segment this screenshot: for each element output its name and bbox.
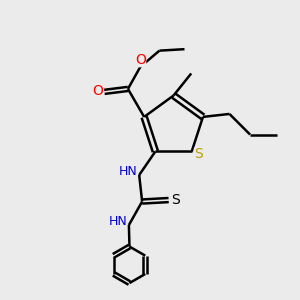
- Text: HN: HN: [118, 165, 137, 178]
- Text: O: O: [136, 53, 146, 68]
- Text: S: S: [194, 147, 203, 161]
- Text: S: S: [171, 193, 179, 207]
- Text: HN: HN: [108, 215, 127, 228]
- Text: O: O: [92, 84, 104, 98]
